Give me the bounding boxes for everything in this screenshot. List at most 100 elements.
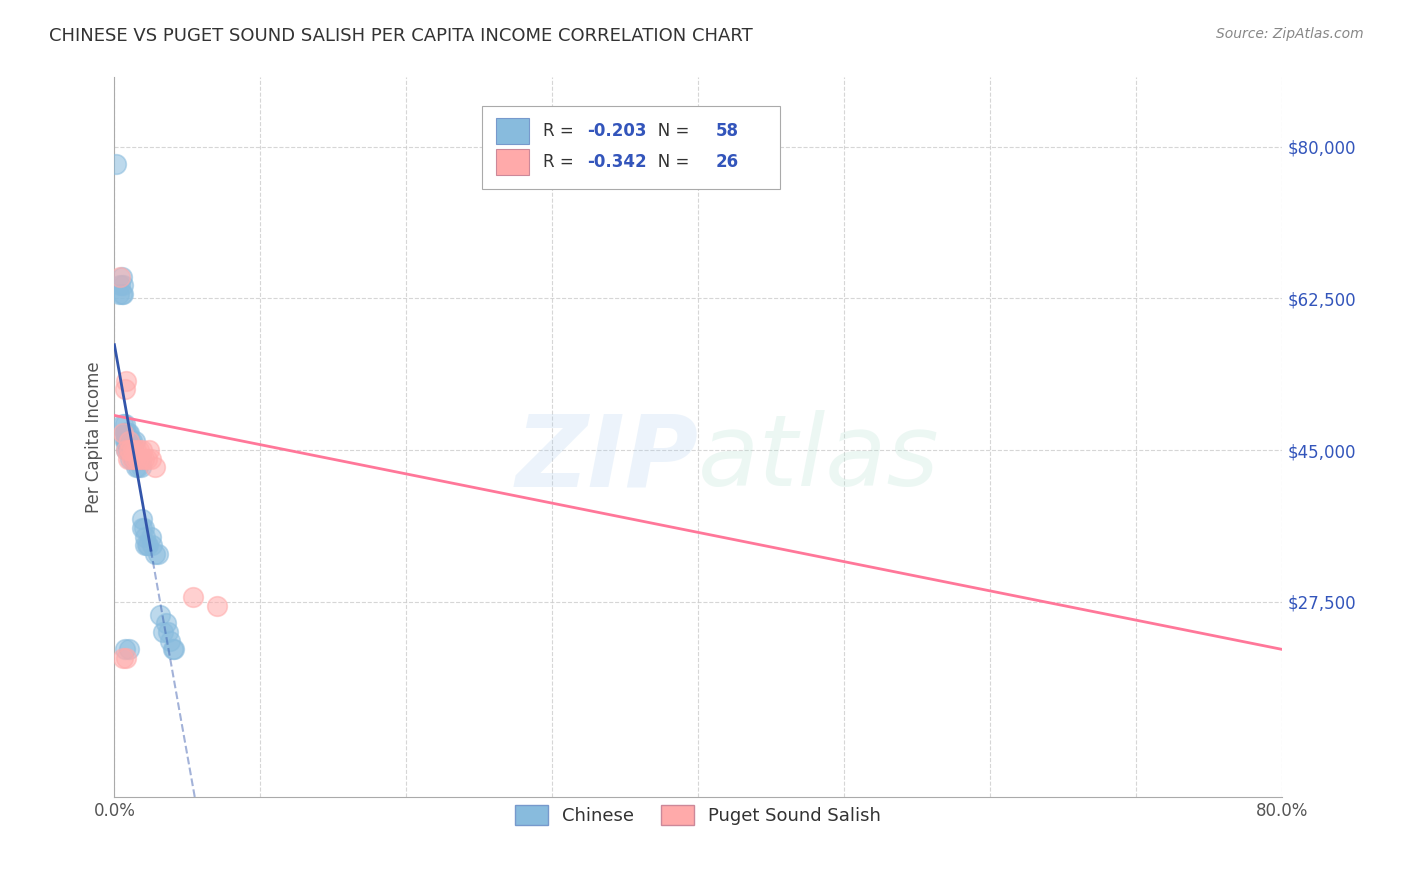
Point: [107, 287, 129, 301]
Point: [114, 417, 136, 431]
Bar: [496, 149, 529, 175]
Point: [129, 451, 152, 466]
Point: [117, 425, 139, 440]
Point: [132, 521, 155, 535]
Text: -0.203: -0.203: [588, 122, 647, 140]
Point: [152, 625, 174, 640]
Point: [117, 434, 139, 449]
Point: [143, 460, 166, 475]
Point: [112, 417, 135, 431]
Point: [148, 547, 170, 561]
Point: [118, 434, 141, 449]
Point: [112, 287, 135, 301]
Text: N =: N =: [643, 153, 695, 171]
Point: [121, 434, 143, 449]
Text: 58: 58: [716, 122, 740, 140]
Point: [112, 651, 135, 665]
Point: [129, 451, 152, 466]
Point: [162, 642, 184, 657]
Point: [112, 278, 135, 293]
Point: [111, 269, 134, 284]
Point: [115, 651, 138, 665]
Point: [124, 451, 146, 466]
Point: [128, 443, 150, 458]
Text: CHINESE VS PUGET SOUND SALISH PER CAPITA INCOME CORRELATION CHART: CHINESE VS PUGET SOUND SALISH PER CAPITA…: [49, 27, 754, 45]
Point: [118, 425, 141, 440]
Point: [124, 434, 146, 449]
Point: [115, 443, 138, 458]
Point: [127, 451, 149, 466]
Point: [134, 530, 156, 544]
Point: [163, 642, 186, 657]
FancyBboxPatch shape: [482, 106, 780, 189]
Point: [115, 434, 138, 449]
Point: [121, 443, 143, 458]
Point: [134, 538, 156, 552]
Point: [149, 607, 172, 622]
Point: [132, 451, 155, 466]
Point: [129, 460, 152, 475]
Point: [141, 538, 163, 552]
Point: [205, 599, 228, 613]
Point: [110, 269, 132, 284]
Legend: Chinese, Puget Sound Salish: Chinese, Puget Sound Salish: [506, 796, 890, 835]
Text: atlas: atlas: [699, 410, 941, 508]
Point: [115, 425, 138, 440]
Point: [131, 443, 153, 458]
Point: [114, 383, 136, 397]
Text: R =: R =: [543, 122, 579, 140]
Point: [125, 443, 148, 458]
Point: [121, 451, 143, 466]
Point: [125, 451, 148, 466]
Point: [115, 374, 138, 388]
Point: [139, 530, 162, 544]
Point: [127, 451, 149, 466]
Point: [124, 451, 146, 466]
Point: [128, 451, 150, 466]
Y-axis label: Per Capita Income: Per Capita Income: [86, 361, 103, 513]
Text: ZIP: ZIP: [516, 410, 699, 508]
Point: [112, 425, 135, 440]
Point: [127, 460, 149, 475]
Point: [131, 512, 153, 526]
Point: [117, 443, 139, 458]
Point: [122, 443, 145, 458]
Point: [143, 547, 166, 561]
Point: [120, 443, 142, 458]
Point: [135, 451, 157, 466]
Point: [115, 443, 138, 458]
Point: [139, 451, 162, 466]
Text: Source: ZipAtlas.com: Source: ZipAtlas.com: [1216, 27, 1364, 41]
Point: [138, 443, 160, 458]
Point: [118, 443, 141, 458]
Point: [120, 451, 142, 466]
Point: [122, 451, 145, 466]
Point: [159, 633, 181, 648]
Text: N =: N =: [643, 122, 695, 140]
Text: R =: R =: [543, 153, 579, 171]
Bar: [496, 119, 529, 144]
Point: [136, 538, 159, 552]
Point: [114, 642, 136, 657]
Point: [131, 521, 153, 535]
Point: [155, 616, 177, 631]
Point: [125, 460, 148, 475]
Point: [111, 287, 134, 301]
Point: [104, 157, 127, 171]
Point: [114, 434, 136, 449]
Point: [110, 278, 132, 293]
Text: 26: 26: [716, 153, 740, 171]
Point: [115, 425, 138, 440]
Point: [114, 425, 136, 440]
Point: [120, 434, 142, 449]
Point: [157, 625, 180, 640]
Point: [118, 642, 141, 657]
Text: -0.342: -0.342: [588, 153, 647, 171]
Point: [181, 591, 204, 605]
Point: [120, 443, 142, 458]
Point: [122, 443, 145, 458]
Point: [135, 538, 157, 552]
Point: [118, 434, 141, 449]
Point: [115, 434, 138, 449]
Point: [117, 451, 139, 466]
